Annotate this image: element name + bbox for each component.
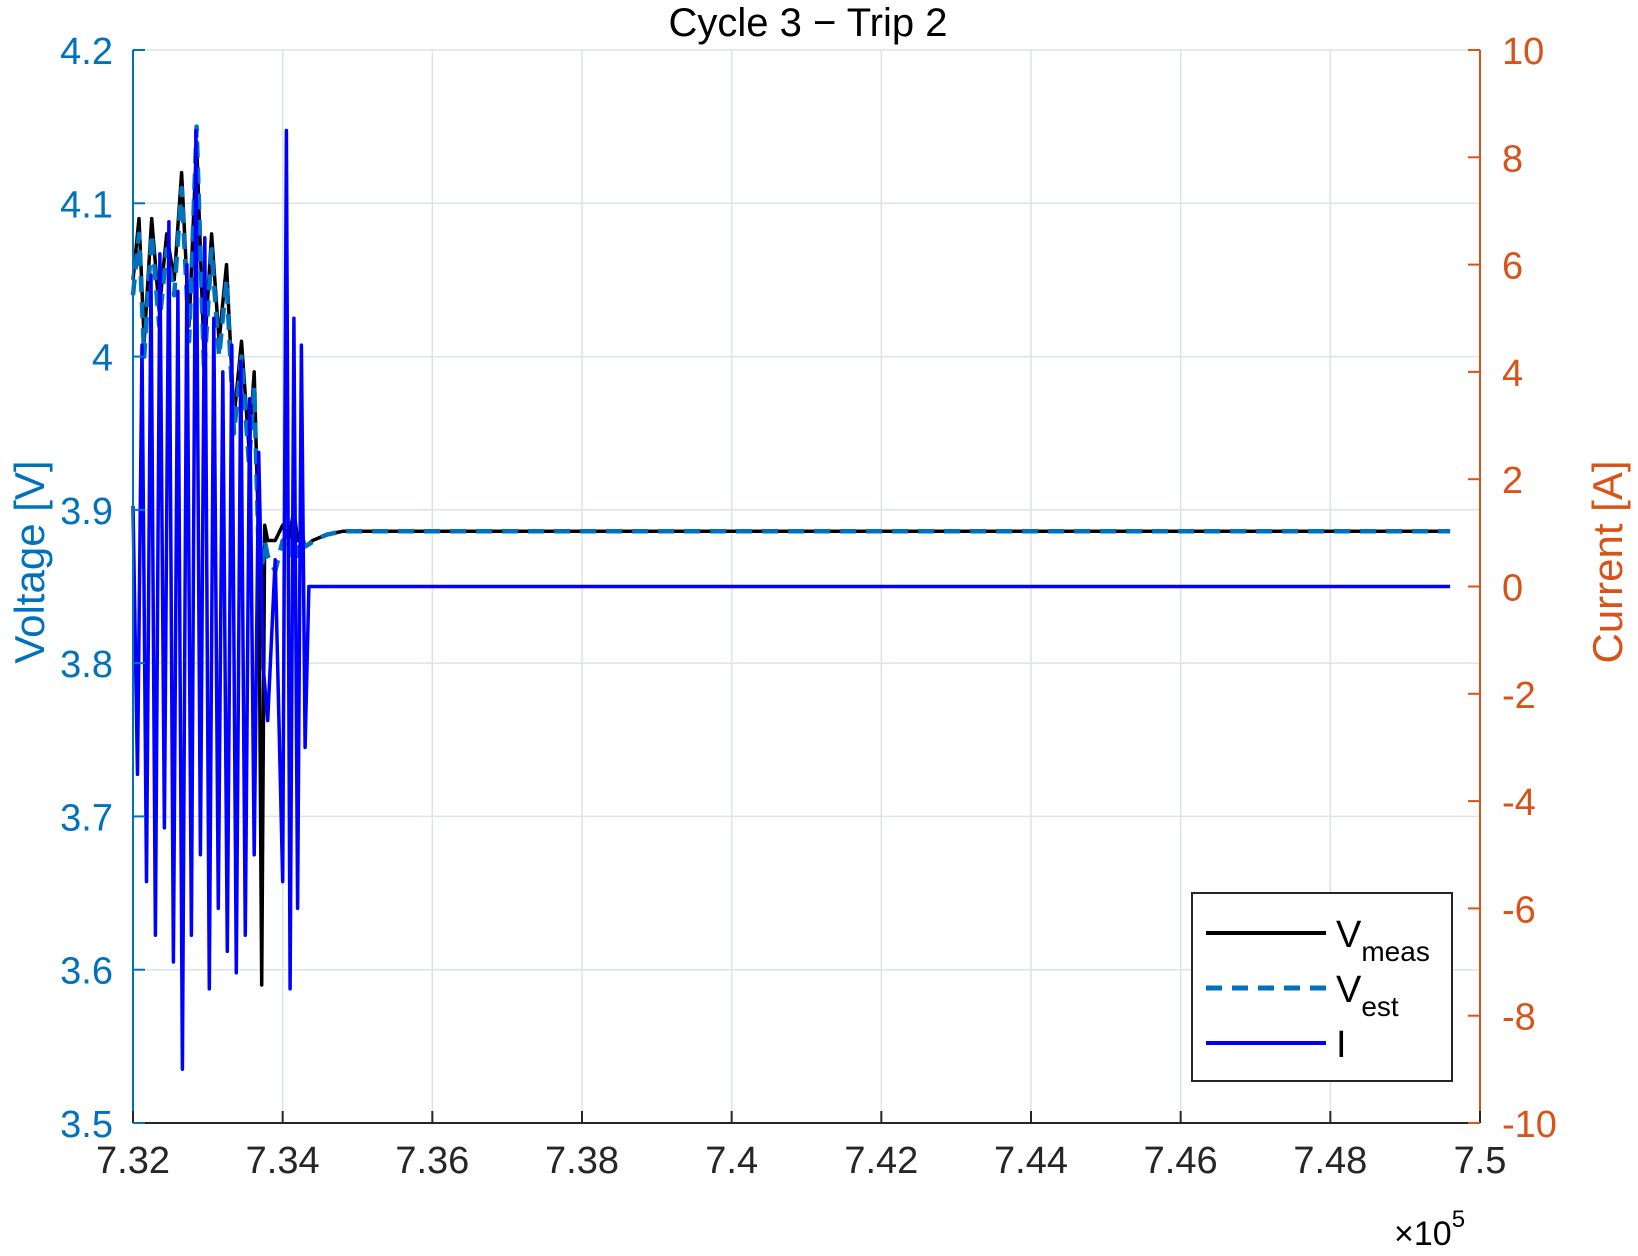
legend-entry-meas: Vmeas <box>1336 914 1430 967</box>
x-tick-label: 7.48 <box>1293 1140 1367 1182</box>
right-y-tick-label: -8 <box>1502 997 1536 1039</box>
x-axis-exponent-label: ×105 <box>1394 1206 1465 1251</box>
x-exponent-power: 5 <box>1452 1206 1465 1233</box>
x-tick-label: 7.46 <box>1144 1140 1218 1182</box>
x-tick-label: 7.42 <box>844 1140 918 1182</box>
x-tick-label: 7.44 <box>994 1140 1068 1182</box>
plot-series <box>130 124 1451 1072</box>
x-tick-label: 7.4 <box>705 1140 758 1182</box>
x-tick-label: 7.5 <box>1454 1140 1507 1182</box>
left-y-tick-label: 3.6 <box>60 951 113 993</box>
right-y-tick-label: -6 <box>1502 889 1536 931</box>
legend-entry-est: Vest <box>1336 969 1399 1022</box>
axes: 7.32 7.34 7.36 7.38 7.4 7.42 7.44 7.46 7.48 7.5 3.… <box>60 31 1557 1182</box>
right-y-tick-label: -2 <box>1502 675 1536 717</box>
legend-entry-i: I <box>1336 1024 1347 1066</box>
left-y-tick-label: 4 <box>92 338 113 380</box>
x-exponent-base: ×10 <box>1394 1215 1452 1251</box>
x-tick-label: 7.36 <box>395 1140 469 1182</box>
x-tick-label: 7.38 <box>545 1140 619 1182</box>
right-y-tick-label: -10 <box>1502 1104 1557 1146</box>
right-y-tick-label: 6 <box>1502 246 1523 288</box>
right-y-tick-label: 4 <box>1502 353 1523 395</box>
left-y-tick-label: 3.9 <box>60 491 113 533</box>
right-axis-label: Current [A] <box>1584 460 1631 663</box>
left-y-tick-label: 3.7 <box>60 797 113 839</box>
left-axis-label: Voltage [V] <box>6 460 53 663</box>
right-y-tick-label: -4 <box>1502 782 1536 824</box>
left-y-tick-label: 3.8 <box>60 644 113 686</box>
left-y-tick-label: 4.1 <box>60 184 113 226</box>
right-y-tick-label: 0 <box>1502 568 1523 610</box>
right-y-tick-label: 10 <box>1502 31 1544 73</box>
series-line-i <box>131 128 1451 1072</box>
left-y-tick-label: 4.2 <box>60 31 113 73</box>
x-tick-label: 7.34 <box>246 1140 320 1182</box>
right-y-tick-label: 2 <box>1502 460 1523 502</box>
left-y-tick-label: 3.5 <box>60 1104 113 1146</box>
chart-title: Cycle 3 − Trip 2 <box>668 1 947 45</box>
x-tick-label: 7.32 <box>96 1140 170 1182</box>
right-y-tick-label: 8 <box>1502 138 1523 180</box>
